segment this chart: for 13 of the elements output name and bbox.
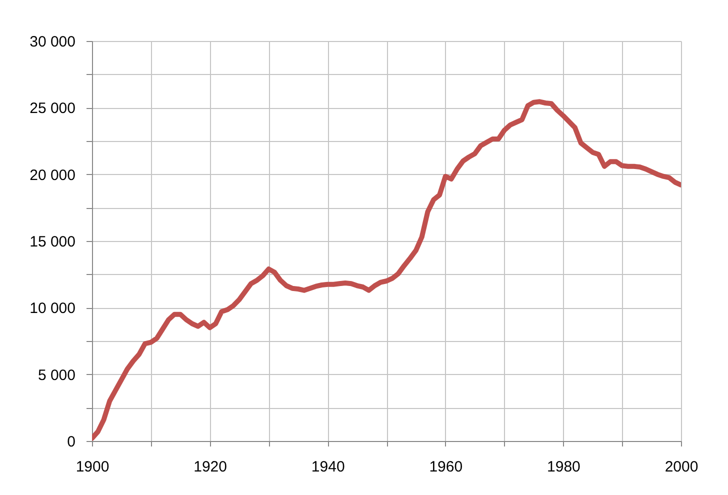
x-tick-label: 1900 [76,458,110,476]
x-tick-label: 1960 [429,458,463,476]
x-tick-label: 2000 [664,458,698,476]
x-tick-label: 1940 [311,458,345,476]
y-tick-label: 10 000 [30,300,76,318]
x-tick-label: 1920 [194,458,227,476]
y-tick-label: 0 [67,434,76,450]
y-tick-label: 30 000 [30,34,76,50]
y-tick-label: 20 000 [30,166,76,184]
y-tick-label: 15 000 [30,234,76,250]
x-tick-label: 1980 [547,458,580,476]
y-tick-label: 5 000 [38,366,76,384]
y-tick-label: 25 000 [30,100,76,118]
